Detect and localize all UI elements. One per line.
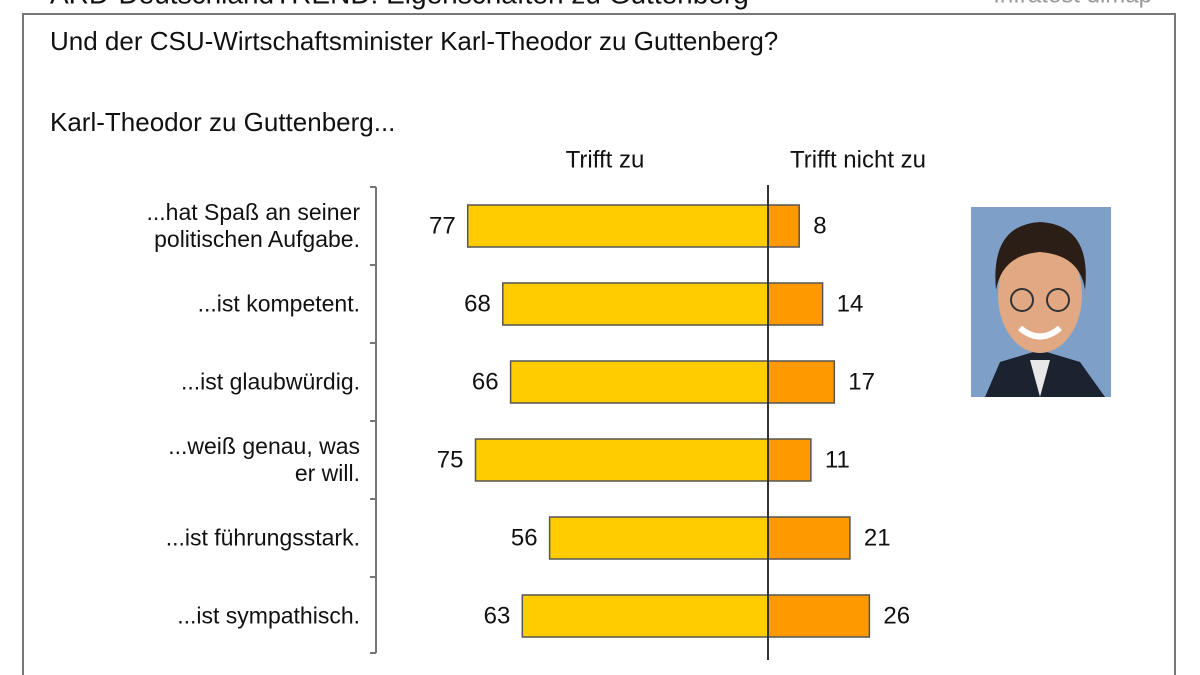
bar <box>548 516 769 560</box>
intro: Karl-Theodor zu Guttenberg... <box>50 107 395 137</box>
legend-entry: Trifft nicht zu <box>790 146 926 173</box>
legend-entry: Trifft zu <box>566 146 645 173</box>
bar <box>767 438 812 482</box>
bar <box>767 360 836 404</box>
category-label: ...weiß genau, was er will. <box>168 433 360 486</box>
value-label: 66 <box>472 368 499 395</box>
bar <box>767 594 871 638</box>
value-label: 63 <box>484 602 511 629</box>
category-label: ...hat Spaß an seiner politischen Aufgab… <box>146 199 360 252</box>
bar <box>509 360 769 404</box>
category-label: ...ist kompetent. <box>197 290 360 317</box>
value-label: 68 <box>464 290 491 317</box>
value-label: 14 <box>837 290 864 317</box>
source: Infratest dimap <box>993 0 1152 8</box>
bar <box>521 594 769 638</box>
category-label: ...ist glaubwürdig. <box>181 368 360 395</box>
value-label: 17 <box>848 368 875 395</box>
bar <box>502 282 769 326</box>
value-label: 77 <box>429 212 456 239</box>
category-label: ...ist führungsstark. <box>165 524 360 551</box>
subtitle: Und der CSU-Wirtschaftsminister Karl-The… <box>50 26 778 56</box>
value-label: 11 <box>825 446 850 473</box>
value-label: 26 <box>883 602 910 629</box>
bar <box>767 282 824 326</box>
bar <box>767 516 851 560</box>
value-label: 21 <box>864 524 891 551</box>
bar <box>767 204 800 248</box>
category-label: ...ist sympathisch. <box>177 602 360 629</box>
photo <box>971 207 1111 397</box>
bar <box>474 438 769 482</box>
value-label: 8 <box>813 212 826 239</box>
bar <box>466 204 769 248</box>
value-label: 56 <box>511 524 538 551</box>
value-label: 75 <box>437 446 464 473</box>
chart-title: ARD-DeutschlandTREND: Eigenschaften zu G… <box>50 0 749 9</box>
